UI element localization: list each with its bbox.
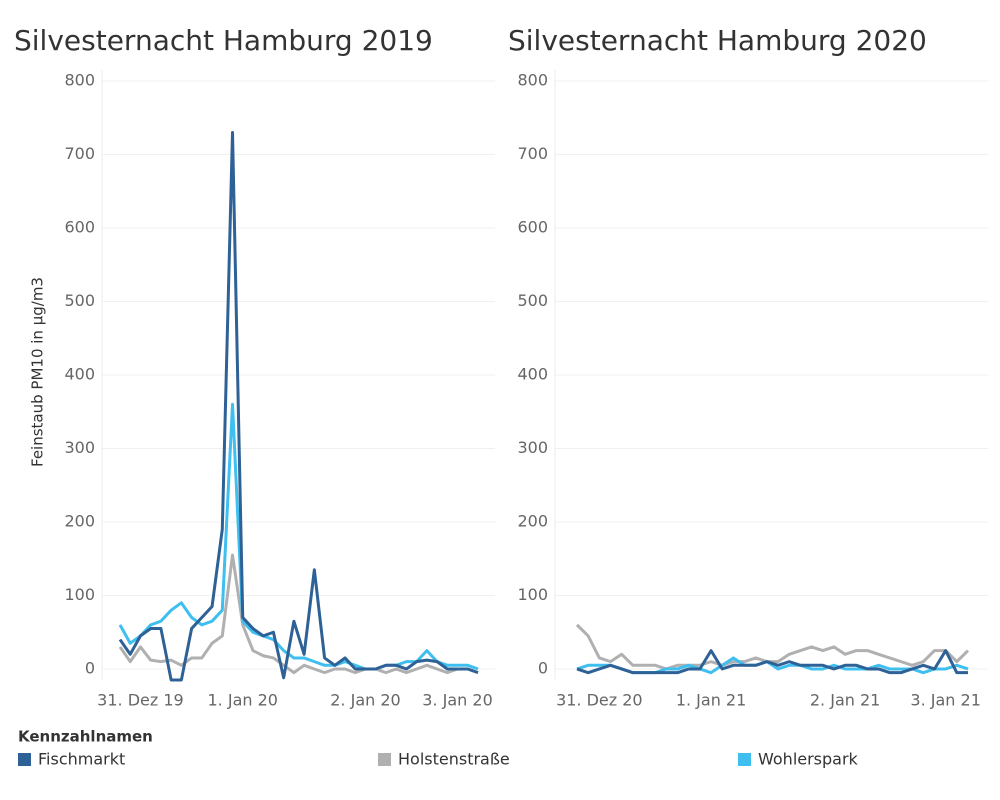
y-tick-label: 0 [538,658,548,677]
y-tick-label: 200 [64,511,95,530]
legend-label: Holstenstraße [398,750,510,769]
x-tick-label: 3. Jan 20 [422,691,492,710]
x-tick-label: 2. Jan 21 [810,691,880,710]
x-tick-label: 1. Jan 21 [676,691,746,710]
y-tick-label: 300 [517,438,548,457]
y-tick-label: 600 [517,218,548,237]
legend-swatch [18,753,31,766]
series-line [576,649,968,675]
legend-title: Kennzahlnamen [18,728,153,746]
y-tick-label: 200 [517,511,548,530]
y-tick-label: 400 [517,365,548,384]
y-tick-label: 500 [517,291,548,310]
y-tick-label: 500 [64,291,95,310]
series-line [118,553,479,675]
y-tick-label: 800 [517,71,548,90]
y-tick-label: 700 [64,144,95,163]
series-line [118,402,479,671]
y-tick-label: 100 [64,585,95,604]
y-tick-label: 100 [517,585,548,604]
x-tick-label: 2. Jan 20 [330,691,400,710]
series-line [575,623,970,671]
legend-label: Fischmarkt [38,750,125,769]
x-tick-label: 31. Dez 20 [556,691,643,710]
legend-swatch [378,753,391,766]
y-tick-label: 300 [64,438,95,457]
y-tick-label: 600 [64,218,95,237]
x-tick-label: 1. Jan 20 [208,691,278,710]
y-tick-label: 700 [517,144,548,163]
y-tick-label: 0 [85,658,95,677]
chart-title: Silvesternacht Hamburg 2020 [508,24,927,57]
y-axis-label: Feinstaub PM10 in µg/m3 [29,277,47,467]
x-tick-label: 3. Jan 21 [910,691,980,710]
x-tick-label: 31. Dez 19 [97,691,184,710]
series-line [118,130,479,682]
y-tick-label: 400 [64,365,95,384]
legend-swatch [738,753,751,766]
chart-title: Silvesternacht Hamburg 2019 [14,24,433,57]
legend-label: Wohlerspark [758,750,859,769]
y-tick-label: 800 [64,71,95,90]
